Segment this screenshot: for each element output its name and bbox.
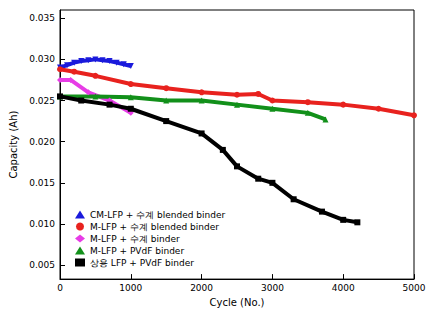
svg-text:M-LFP + PVdF binder: M-LFP + PVdF binder <box>90 246 184 256</box>
svg-text:0.020: 0.020 <box>29 137 55 147</box>
svg-text:1000: 1000 <box>119 283 142 293</box>
svg-text:0.010: 0.010 <box>29 219 55 229</box>
svg-text:상용 LFP + PVdF binder: 상용 LFP + PVdF binder <box>90 258 194 268</box>
svg-text:M-LFP + 수계 blended binder: M-LFP + 수계 blended binder <box>90 222 219 232</box>
svg-text:0.030: 0.030 <box>29 54 55 64</box>
svg-text:4000: 4000 <box>332 283 355 293</box>
svg-text:CM-LFP + 수계 blended binder: CM-LFP + 수계 blended binder <box>90 210 225 220</box>
svg-text:Capacity (Ah): Capacity (Ah) <box>8 111 19 179</box>
svg-text:Cycle (No.): Cycle (No.) <box>210 297 265 308</box>
svg-text:0.025: 0.025 <box>29 96 55 106</box>
svg-text:0: 0 <box>57 283 63 293</box>
svg-text:2000: 2000 <box>190 283 213 293</box>
svg-text:3000: 3000 <box>261 283 284 293</box>
svg-text:M-LFP + 수계 binder: M-LFP + 수계 binder <box>90 234 180 244</box>
svg-text:0.035: 0.035 <box>29 13 55 23</box>
svg-text:0.005: 0.005 <box>29 260 55 270</box>
svg-text:5000: 5000 <box>403 283 426 293</box>
svg-text:0.015: 0.015 <box>29 178 55 188</box>
